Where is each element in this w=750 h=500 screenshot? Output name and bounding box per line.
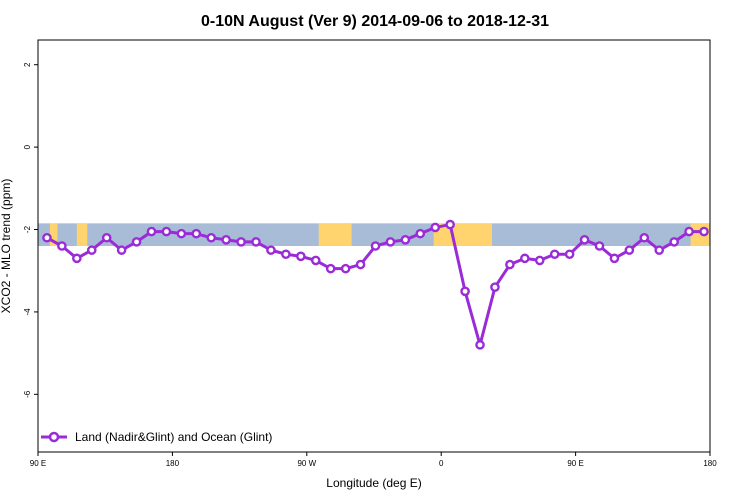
data-point (176, 228, 187, 239)
data-point (325, 263, 336, 274)
data-point (355, 259, 366, 270)
plot-frame (37, 39, 711, 453)
data-point (579, 235, 590, 245)
data-point (101, 232, 112, 243)
land-region (76, 223, 88, 246)
x-tick-label: 180 (166, 459, 180, 468)
data-point (42, 232, 52, 243)
x-tick-label: 90 E (30, 459, 46, 468)
data-point (639, 232, 650, 243)
data-point (296, 251, 306, 262)
y-tick-label: 2 (23, 62, 32, 67)
data-point (699, 226, 709, 237)
data-point (564, 249, 575, 260)
x-tick-label: 90 W (297, 459, 316, 468)
data-point (475, 340, 485, 350)
land-region (433, 223, 492, 246)
data-point (624, 245, 635, 255)
ocean-band (38, 223, 710, 246)
y-axis-label: XCO2 - MLO trend (ppm) (0, 179, 13, 314)
data-point (340, 263, 351, 274)
data-point (236, 237, 246, 247)
x-axis: 90 E 180 90 W 0 90 E 180 (30, 452, 717, 468)
chart-title: 0-10N August (Ver 9) 2014-09-06 to 2018-… (201, 13, 549, 30)
y-axis: 2 0 -2 -4 -6 (23, 62, 38, 398)
land-region (49, 223, 58, 246)
data-point (310, 255, 321, 266)
data-point (460, 286, 470, 297)
x-tick-label: 180 (703, 459, 717, 468)
data-point (669, 237, 679, 247)
legend: Land (Nadir&Glint) and Ocean (Glint) (41, 430, 272, 444)
land-region (318, 223, 352, 246)
data-point (445, 219, 455, 230)
y-tick-label: 0 (23, 144, 32, 149)
series-layer (42, 219, 709, 350)
data-point (266, 245, 276, 255)
x-axis-label: Longitude (deg E) (326, 476, 421, 490)
data-point (131, 237, 142, 247)
data-point (370, 241, 381, 251)
data-point (654, 245, 665, 255)
data-point (400, 235, 411, 245)
legend-marker (48, 431, 60, 443)
data-point (206, 232, 217, 243)
data-point (609, 253, 620, 264)
x-tick-label: 0 (439, 459, 444, 468)
data-point (505, 259, 515, 270)
land-ocean-band (38, 223, 710, 246)
data-point (116, 245, 127, 255)
data-point (490, 282, 500, 293)
data-point (385, 237, 396, 247)
data-point (57, 241, 67, 251)
data-point (251, 237, 261, 247)
data-point (534, 255, 545, 266)
y-tick-label: -2 (23, 225, 32, 233)
data-point (161, 226, 172, 237)
data-point (86, 245, 97, 255)
data-point (415, 228, 426, 239)
data-point (281, 249, 291, 260)
y-tick-label: -4 (23, 308, 32, 316)
data-point (430, 222, 441, 233)
data-point (594, 241, 605, 251)
data-point (549, 249, 560, 260)
data-point (684, 226, 694, 237)
data-point (520, 253, 530, 264)
data-point (72, 253, 82, 264)
x-tick-label: 90 E (567, 459, 583, 468)
legend-label: Land (Nadir&Glint) and Ocean (Glint) (75, 430, 272, 444)
y-tick-label: -6 (23, 390, 32, 398)
data-point (221, 235, 231, 245)
data-point (146, 226, 157, 237)
data-point (191, 228, 202, 239)
